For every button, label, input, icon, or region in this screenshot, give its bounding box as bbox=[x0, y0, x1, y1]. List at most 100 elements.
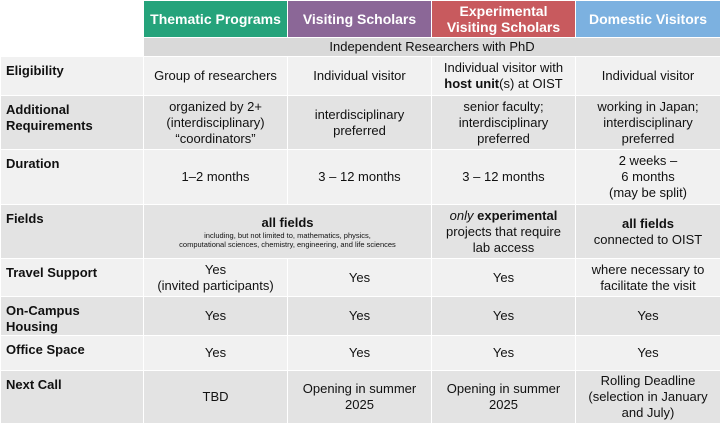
cell-text: Yes bbox=[205, 308, 226, 323]
cell: Individual visitor bbox=[576, 57, 720, 96]
cell-text: (invited participants) bbox=[157, 278, 273, 293]
cell-text: Yes bbox=[349, 270, 370, 285]
cell: Yes bbox=[144, 336, 288, 371]
span-cell: Independent Researchers with PhD bbox=[144, 38, 720, 57]
cell-text: Rolling Deadline bbox=[601, 373, 696, 388]
table-row: Office Space Yes Yes Yes Yes bbox=[1, 336, 720, 371]
cell-text: Yes bbox=[349, 345, 370, 360]
row-label: Fields bbox=[1, 205, 144, 259]
row-label: Next Call bbox=[1, 371, 144, 424]
cell-text: Individual visitor with bbox=[444, 60, 563, 75]
label-line: On-Campus bbox=[6, 303, 80, 318]
cell-text: Opening in summer bbox=[303, 381, 416, 396]
cell: 1–2 months bbox=[144, 150, 288, 205]
cell-text: Yes bbox=[637, 308, 658, 323]
cell-text: Group of researchers bbox=[154, 68, 277, 83]
cell-text: 3 – 12 months bbox=[462, 169, 544, 184]
cell-text: preferred bbox=[333, 123, 386, 138]
cell-text: interdisciplinary bbox=[459, 115, 549, 130]
cell: TBD bbox=[144, 371, 288, 424]
cell-text: 1–2 months bbox=[182, 169, 250, 184]
corner-cell bbox=[1, 1, 144, 38]
cell-text: Yes bbox=[205, 345, 226, 360]
cell-text: (interdisciplinary) bbox=[166, 115, 264, 130]
cell: Yes(invited participants) bbox=[144, 259, 288, 297]
label-line: Additional bbox=[6, 102, 70, 117]
cell-text: connected to OIST bbox=[594, 232, 702, 247]
cell-text: 6 months bbox=[621, 169, 674, 184]
span-row: Independent Researchers with PhD bbox=[1, 38, 720, 57]
label-line: Housing bbox=[6, 319, 58, 334]
cell-text: Yes bbox=[493, 270, 514, 285]
cell: Individual visitor bbox=[288, 57, 432, 96]
cell-text: Individual visitor bbox=[602, 68, 695, 83]
row-label: Office Space bbox=[1, 336, 144, 371]
label-line: Requirements bbox=[6, 118, 93, 133]
cell-text: Individual visitor bbox=[313, 68, 406, 83]
label-line: Travel Support bbox=[6, 265, 97, 280]
cell-text: facilitate the visit bbox=[600, 278, 695, 293]
cell-text: (selection in January bbox=[588, 389, 707, 404]
cell-text: preferred bbox=[622, 131, 675, 146]
cell-text: Yes bbox=[205, 262, 226, 277]
cell: 2 weeks –6 months(may be split) bbox=[576, 150, 720, 205]
cell: Yes bbox=[432, 336, 576, 371]
cell-text: only bbox=[450, 208, 474, 223]
row-label: Eligibility bbox=[1, 57, 144, 96]
cell-text: Opening in summer bbox=[447, 381, 560, 396]
cell-text: TBD bbox=[203, 389, 229, 404]
cell-text: 2 weeks – bbox=[619, 153, 678, 168]
column-header: Thematic Programs bbox=[144, 1, 288, 38]
label-line: Next Call bbox=[6, 377, 62, 392]
cell-text: organized by 2+ bbox=[169, 99, 262, 114]
label-line: Office Space bbox=[6, 342, 85, 357]
cell: Yes bbox=[576, 336, 720, 371]
cell-text: Yes bbox=[493, 308, 514, 323]
cell-text: experimental bbox=[474, 208, 558, 223]
blank-cell bbox=[1, 38, 144, 57]
cell-text: computational sciences, chemistry, engin… bbox=[148, 240, 427, 249]
cell: Yes bbox=[432, 259, 576, 297]
cell: Yes bbox=[288, 259, 432, 297]
label-line: Fields bbox=[6, 211, 44, 226]
cell-text: interdisciplinary bbox=[603, 115, 693, 130]
cell-text: “coordinators” bbox=[175, 131, 255, 146]
cell: organized by 2+(interdisciplinary)“coord… bbox=[144, 96, 288, 150]
cell-text: Yes bbox=[349, 308, 370, 323]
cell: Group of researchers bbox=[144, 57, 288, 96]
cell: Yes bbox=[288, 336, 432, 371]
cell-text: 3 – 12 months bbox=[318, 169, 400, 184]
cell-text: Yes bbox=[637, 345, 658, 360]
cell: Yes bbox=[432, 297, 576, 336]
cell-text: including, but not limited to, mathemati… bbox=[148, 231, 427, 240]
cell-text: all fields bbox=[261, 215, 313, 230]
cell-text: interdisciplinary bbox=[315, 107, 405, 122]
cell-text: and July) bbox=[622, 405, 675, 420]
column-header: Visiting Scholars bbox=[288, 1, 432, 38]
row-label: Duration bbox=[1, 150, 144, 205]
cell-text: (may be split) bbox=[609, 185, 687, 200]
table-row: Duration 1–2 months 3 – 12 months 3 – 12 mo… bbox=[1, 150, 720, 205]
cell: Yes bbox=[144, 297, 288, 336]
cell: Yes bbox=[288, 297, 432, 336]
label-line: Duration bbox=[6, 156, 59, 171]
cell-text: lab access bbox=[473, 240, 534, 255]
cell-text: Yes bbox=[493, 345, 514, 360]
cell-text: senior faculty; bbox=[463, 99, 543, 114]
